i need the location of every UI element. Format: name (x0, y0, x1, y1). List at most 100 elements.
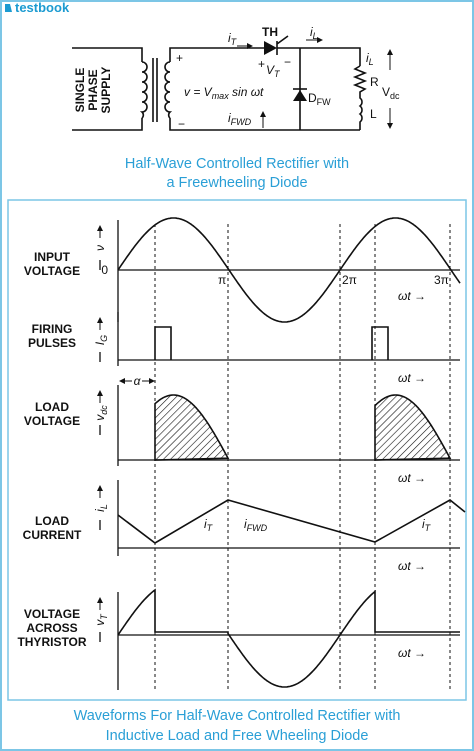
label-base: i (422, 517, 425, 531)
thyristor-label: TH (262, 25, 278, 39)
label-base: i (228, 111, 231, 125)
thyristor-voltage (117, 588, 460, 688)
logo-icon (5, 4, 12, 12)
panel-label: VOLTAGE (24, 414, 80, 428)
label-base: i (366, 51, 369, 65)
label-base: i (244, 517, 247, 531)
wave-label: vT (93, 613, 109, 626)
wave-label: iL (93, 504, 109, 512)
load-voltage (374, 394, 452, 461)
label-base: v = V (184, 85, 213, 99)
input-wave (117, 217, 461, 323)
alpha: α (134, 374, 142, 388)
wave-label: vdc (93, 405, 109, 421)
label-tail: sin ωt (229, 85, 264, 99)
wave-box (7, 199, 467, 701)
label-base: i (228, 31, 231, 45)
plus: + (176, 51, 183, 65)
label-sub: L (99, 504, 109, 509)
wave-label: ν (93, 245, 107, 251)
logo: testbook (15, 0, 70, 15)
wave-label: iT (422, 517, 432, 533)
label-sub: FWD (231, 117, 252, 127)
label-base: ν (93, 245, 107, 251)
caption: a Freewheeling Diode (166, 175, 307, 191)
plus: + (258, 57, 265, 71)
panel-label: LOAD (35, 514, 69, 528)
diode (293, 90, 307, 101)
axis-mark: 2π (342, 273, 357, 287)
caption: Waveforms For Half-Wave Controlled Recti… (74, 708, 401, 724)
panel-label: CURRENT (23, 528, 82, 542)
label-sub: T (207, 523, 214, 533)
label-sub: max (212, 91, 230, 101)
panel-label: PULSES (28, 336, 76, 350)
label-sub: T (274, 69, 281, 79)
wire (72, 47, 143, 131)
caption: Inductive Load and Free Wheeling Diode (106, 728, 369, 744)
label-sub: G (99, 335, 109, 342)
l-label: L (370, 107, 377, 121)
omega-t: ωt → (398, 559, 426, 573)
thyristor (264, 41, 277, 55)
minus: − (284, 55, 291, 69)
minus: − (178, 117, 185, 131)
axis-mark: π (218, 273, 226, 287)
panel-label: VOLTAGE (24, 607, 80, 621)
supply-text: SUPPLY (99, 67, 113, 114)
panel-label: ACROSS (26, 621, 77, 635)
omega-t: ωt → (398, 371, 426, 385)
current-label: iFWD (228, 111, 252, 127)
axis-mark: 3π (434, 273, 449, 287)
label-sub: FW (317, 97, 331, 107)
label-base: D (308, 91, 317, 105)
label-base: i (310, 25, 313, 39)
wave-label: iT (204, 517, 214, 533)
wave-label: IG (93, 335, 109, 345)
label-sub: L (369, 57, 374, 67)
wire (276, 35, 361, 66)
label-sub: T (425, 523, 432, 533)
label-base: i (204, 517, 207, 531)
wave-label: iFWD (244, 517, 268, 533)
primary-coil (139, 61, 148, 119)
vdc-label: Vdc (382, 85, 400, 101)
omega-t: ωt → (398, 646, 426, 660)
pulse (154, 326, 389, 360)
label-sub: T (231, 37, 238, 47)
label-base: v (93, 619, 107, 626)
supply-text: SINGLE (73, 68, 87, 113)
omega-t: ωt → (398, 289, 426, 303)
load-voltage (154, 394, 230, 461)
circuit: SINGLE PHASE SUPPLY TH iT + VT − iL DFW … (72, 25, 400, 131)
source-label: v = Vmax sin ωt (184, 85, 264, 101)
panel-label: THYRISTOR (17, 635, 86, 649)
diode-label: DFW (308, 91, 331, 107)
current-label: iT (228, 31, 238, 47)
vt-label: VT (266, 63, 281, 79)
label-sub: dc (99, 405, 109, 415)
label-sub: T (99, 613, 109, 620)
label-base: V (266, 63, 275, 77)
panel-label: VOLTAGE (24, 264, 80, 278)
current-label: iL (366, 51, 374, 67)
wire (164, 47, 360, 131)
panel-label: FIRING (32, 322, 73, 336)
label-base: V (382, 85, 390, 99)
load (352, 65, 368, 130)
label-sub: dc (390, 91, 400, 101)
omega-t: ωt → (398, 471, 426, 485)
caption: Half-Wave Controlled Rectifier with (125, 156, 349, 172)
supply-text: PHASE (86, 69, 100, 110)
panel-label: LOAD (35, 400, 69, 414)
label-base: v (93, 414, 107, 421)
r-label: R (370, 75, 379, 89)
load-current (117, 499, 466, 544)
label-sub: FWD (247, 523, 268, 533)
axis-mark: 0 (101, 263, 108, 277)
label-base: I (93, 341, 107, 345)
label-sub: L (313, 31, 318, 41)
